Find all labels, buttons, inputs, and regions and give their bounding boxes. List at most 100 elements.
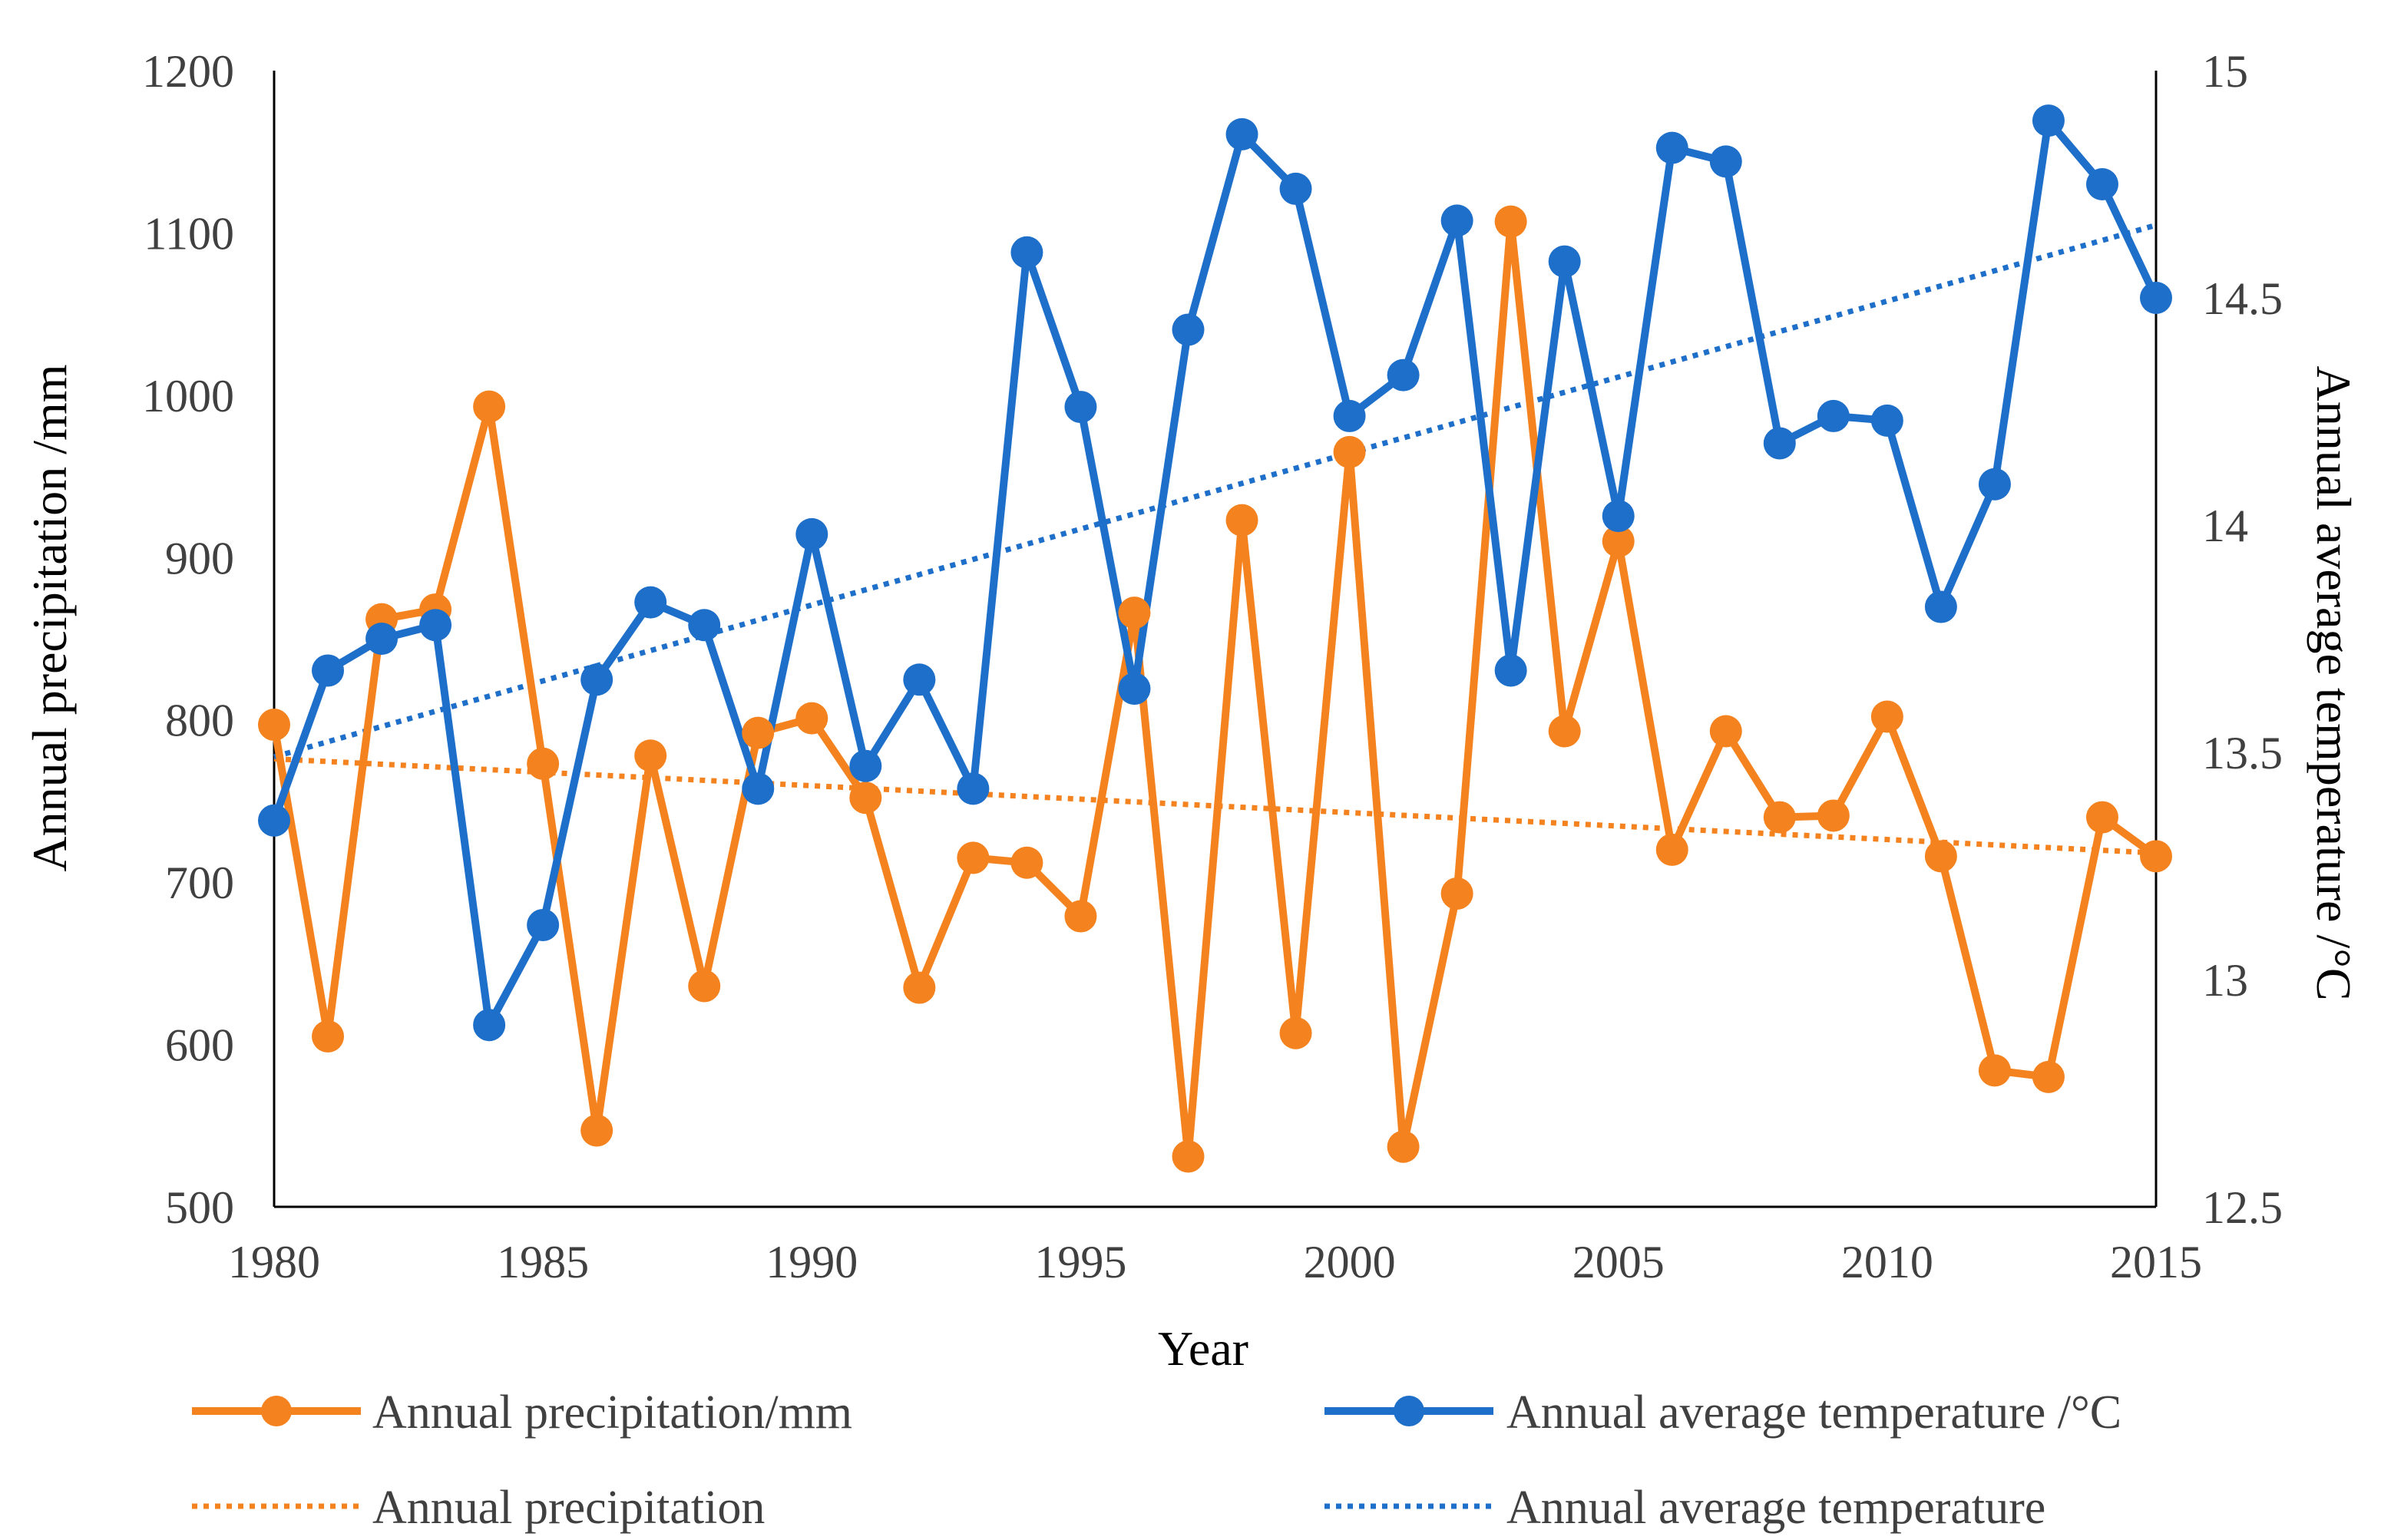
point-temperature-1992 (903, 663, 936, 696)
x-tick-label: 2015 (2110, 1237, 2202, 1287)
point-precipitation-2003 (1494, 205, 1527, 238)
point-precipitation-1996 (1118, 597, 1151, 630)
point-precipitation-1999 (1279, 1016, 1312, 1049)
point-temperature-1999 (1279, 172, 1312, 205)
point-temperature-1994 (1010, 236, 1043, 269)
point-precipitation-1981 (312, 1020, 345, 1053)
point-temperature-2005 (1602, 500, 1635, 533)
legend-label-precipitation: Annual precipitation/mm (372, 1386, 852, 1439)
point-precipitation-2006 (1655, 833, 1688, 866)
legend-entry-temperature: Annual average temperature /°C (1324, 1386, 2121, 1439)
point-precipitation-1990 (795, 702, 828, 735)
point-precipitation-1989 (742, 716, 775, 749)
y-left-tick-label: 900 (165, 533, 234, 583)
point-precipitation-2009 (1817, 799, 1850, 832)
x-tick-label: 1980 (228, 1237, 320, 1287)
point-temperature-2010 (1870, 404, 1903, 437)
point-precipitation-1994 (1010, 846, 1043, 879)
point-temperature-2015 (2140, 282, 2172, 314)
point-temperature-1980 (258, 804, 290, 837)
point-precipitation-1985 (527, 747, 560, 780)
point-precipitation-2002 (1440, 877, 1473, 910)
point-temperature-1998 (1225, 117, 1258, 150)
point-precipitation-2000 (1333, 435, 1366, 468)
point-temperature-1995 (1064, 391, 1097, 424)
legend-label-precipitation-trend: Annual precipitation (372, 1482, 765, 1534)
point-precipitation-1998 (1225, 504, 1258, 537)
point-precipitation-2011 (1924, 840, 1957, 873)
y-right-tick-label: 14 (2202, 501, 2248, 551)
point-precipitation-2010 (1870, 700, 1903, 733)
point-precipitation-1997 (1172, 1140, 1205, 1173)
point-temperature-2007 (1709, 145, 1742, 178)
series-line-precipitation (270, 217, 2158, 1161)
point-temperature-1987 (634, 586, 667, 619)
point-precipitation-2007 (1709, 715, 1742, 748)
point-precipitation-1980 (258, 709, 290, 742)
point-temperature-1986 (580, 663, 613, 696)
point-precipitation-1986 (580, 1114, 613, 1147)
trendline-temperature (273, 222, 2157, 760)
point-temperature-2013 (2032, 104, 2065, 137)
point-temperature-2003 (1494, 654, 1527, 687)
legend-entry-precipitation: Annual precipitation/mm (192, 1386, 852, 1439)
y-right-tick-label: 12.5 (2202, 1182, 2283, 1233)
y-left-tick-label: 800 (165, 696, 234, 746)
point-precipitation-1984 (473, 390, 506, 423)
point-temperature-2009 (1817, 399, 1850, 432)
point-temperature-2001 (1387, 359, 1420, 392)
legend: Annual precipitation/mm Annual average t… (192, 1386, 2121, 1534)
point-temperature-1996 (1118, 673, 1151, 706)
trendline-precipitation (273, 755, 2157, 856)
legend-marker-precipitation (261, 1396, 292, 1426)
y-left-axis-title: Annual precipitation /mm (22, 364, 77, 871)
point-precipitation-1993 (957, 841, 990, 874)
legend-label-temperature: Annual average temperature /°C (1506, 1386, 2121, 1439)
point-temperature-1984 (473, 1009, 506, 1042)
point-temperature-2008 (1763, 427, 1796, 460)
point-temperature-2012 (1978, 468, 2011, 501)
x-tick-label: 2010 (1841, 1237, 1933, 1287)
point-temperature-1981 (312, 654, 345, 687)
point-temperature-2006 (1655, 131, 1688, 164)
point-temperature-1985 (527, 908, 560, 941)
point-precipitation-2001 (1387, 1130, 1420, 1163)
point-precipitation-1991 (849, 782, 882, 815)
legend-marker-temperature (1394, 1396, 1424, 1426)
point-precipitation-2012 (1978, 1054, 2011, 1087)
y-right-axis-title: Annual average temperature /°C (2307, 366, 2361, 1001)
point-temperature-1982 (365, 623, 398, 655)
series-line-temperature (270, 117, 2160, 1029)
point-temperature-2002 (1440, 204, 1473, 237)
point-precipitation-2015 (2140, 840, 2172, 873)
point-temperature-1991 (849, 749, 882, 782)
point-precipitation-2008 (1763, 801, 1796, 834)
point-precipitation-1992 (903, 971, 936, 1004)
point-temperature-2011 (1924, 590, 1957, 623)
y-left-tick-label: 1000 (142, 371, 234, 421)
legend-label-temperature-trend: Annual average temperature (1506, 1482, 2045, 1534)
x-axis-title: Year (1158, 1321, 1248, 1376)
point-temperature-2004 (1548, 245, 1581, 278)
point-temperature-1983 (419, 609, 452, 642)
y-left-tick-label: 500 (165, 1182, 234, 1233)
axes (273, 71, 2158, 1208)
y-left-tick-label: 700 (165, 858, 234, 908)
y-right-tick-label: 13.5 (2202, 728, 2283, 778)
point-temperature-2000 (1333, 399, 1366, 432)
x-tick-label: 1995 (1034, 1237, 1126, 1287)
tick-labels: 1980 1985 1990 1995 2000 2005 2010 2015 500 600 70… (142, 46, 2283, 1287)
point-precipitation-2014 (2085, 801, 2118, 834)
point-temperature-1990 (795, 517, 828, 550)
x-tick-label: 2005 (1572, 1237, 1665, 1287)
point-temperature-1997 (1172, 313, 1205, 346)
y-left-tick-label: 1200 (142, 46, 234, 97)
point-temperature-1993 (957, 772, 990, 805)
series-lines (270, 117, 2160, 1161)
point-temperature-2014 (2085, 168, 2118, 200)
x-tick-label: 2000 (1304, 1237, 1396, 1287)
y-right-tick-label: 14.5 (2202, 273, 2283, 324)
point-temperature-1988 (688, 609, 721, 642)
x-tick-label: 1990 (766, 1237, 858, 1287)
point-precipitation-2004 (1548, 715, 1581, 748)
